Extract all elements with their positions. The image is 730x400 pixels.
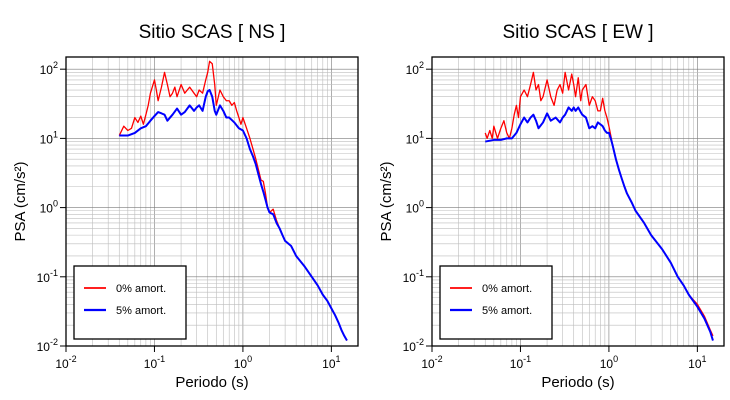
grid (431, 57, 725, 347)
y-tick-label-base: 10 (40, 202, 54, 216)
series-line-5-amort- (119, 89, 348, 342)
y-tick-label: 10-1 (403, 268, 424, 285)
y-axis-label: PSA (cm/s²) (12, 161, 29, 241)
y-tick-label-base: 10 (403, 271, 417, 285)
y-tick-label: 10-2 (403, 337, 424, 354)
series-line-5-amort- (485, 106, 714, 341)
legend-label: 5% amort. (116, 305, 166, 317)
x-tick-label-base: 10 (510, 357, 524, 371)
x-tick-label: 10-1 (144, 354, 165, 371)
y-tick-label-base: 10 (40, 132, 54, 146)
x-tick-label: 10-2 (55, 354, 76, 371)
plot-frame (65, 56, 359, 347)
x-tick-label-exp: 0 (613, 354, 618, 364)
legend: 0% amort. 5% amort. (439, 265, 553, 340)
x-tick-label-base: 10 (688, 357, 702, 371)
x-tick-label: 100 (600, 354, 618, 371)
y-tick-label: 101 (40, 129, 58, 146)
x-tick-label: 100 (234, 354, 252, 371)
x-axis-label: Periodo (s) (175, 374, 248, 391)
x-tick-label-base: 10 (144, 357, 158, 371)
x-tick-label-base: 10 (421, 357, 435, 371)
legend-label: 0% amort. (482, 283, 532, 295)
y-tick-label-exp: 0 (419, 199, 424, 209)
y-tick-label-exp: 0 (53, 199, 58, 209)
x-tick-label: 10-1 (510, 354, 531, 371)
x-tick-label: 101 (688, 354, 706, 371)
x-tick-label-exp: -2 (69, 354, 77, 364)
x-axis-label: Periodo (s) (541, 374, 614, 391)
y-tick-label: 100 (40, 199, 58, 216)
x-tick-label-exp: -1 (523, 354, 531, 364)
chart-title: Sitio SCAS [ EW ] (503, 22, 654, 43)
y-axis-label: PSA (cm/s²) (378, 161, 395, 241)
chart-title: Sitio SCAS [ NS ] (139, 22, 286, 43)
y-tick-label-base: 10 (406, 132, 420, 146)
y-tick-label-exp: -1 (416, 268, 424, 278)
y-tick-label-exp: 1 (419, 129, 424, 139)
y-tick-label-exp: 2 (419, 60, 424, 70)
y-tick-label: 100 (406, 199, 424, 216)
legend-box (439, 265, 553, 340)
plot-frame (431, 56, 725, 347)
x-tick-label-exp: -2 (435, 354, 443, 364)
y-tick-label-exp: 2 (53, 60, 58, 70)
x-tick-label-base: 10 (600, 357, 614, 371)
y-tick-label: 102 (40, 60, 58, 77)
legend-label: 5% amort. (482, 305, 532, 317)
x-tick-label-base: 10 (55, 357, 69, 371)
y-tick-label-base: 10 (403, 340, 417, 354)
y-tick-label-base: 10 (37, 271, 51, 285)
grid (65, 57, 359, 347)
x-tick-label-base: 10 (234, 357, 248, 371)
y-tick-label-exp: -2 (416, 337, 424, 347)
x-tick-label-exp: 0 (247, 354, 252, 364)
y-tick-label-base: 10 (40, 63, 54, 77)
x-tick-label-base: 10 (322, 357, 336, 371)
y-tick-label-exp: -1 (50, 268, 58, 278)
y-tick-label-exp: 1 (53, 129, 58, 139)
legend: 0% amort. 5% amort. (73, 265, 187, 340)
x-tick-label-exp: 1 (702, 354, 707, 364)
x-tick-label-exp: -1 (157, 354, 165, 364)
x-tick-label-exp: 1 (336, 354, 341, 364)
y-tick-label-exp: -2 (50, 337, 58, 347)
y-tick-label: 101 (406, 129, 424, 146)
y-tick-label: 102 (406, 60, 424, 77)
y-tick-label-base: 10 (37, 340, 51, 354)
y-tick-label: 10-2 (37, 337, 58, 354)
x-tick-label: 101 (322, 354, 340, 371)
x-tick-label: 10-2 (421, 354, 442, 371)
y-tick-label: 10-1 (37, 268, 58, 285)
y-tick-label-base: 10 (406, 63, 420, 77)
legend-label: 0% amort. (116, 283, 166, 295)
legend-box (73, 265, 187, 340)
y-tick-label-base: 10 (406, 202, 420, 216)
